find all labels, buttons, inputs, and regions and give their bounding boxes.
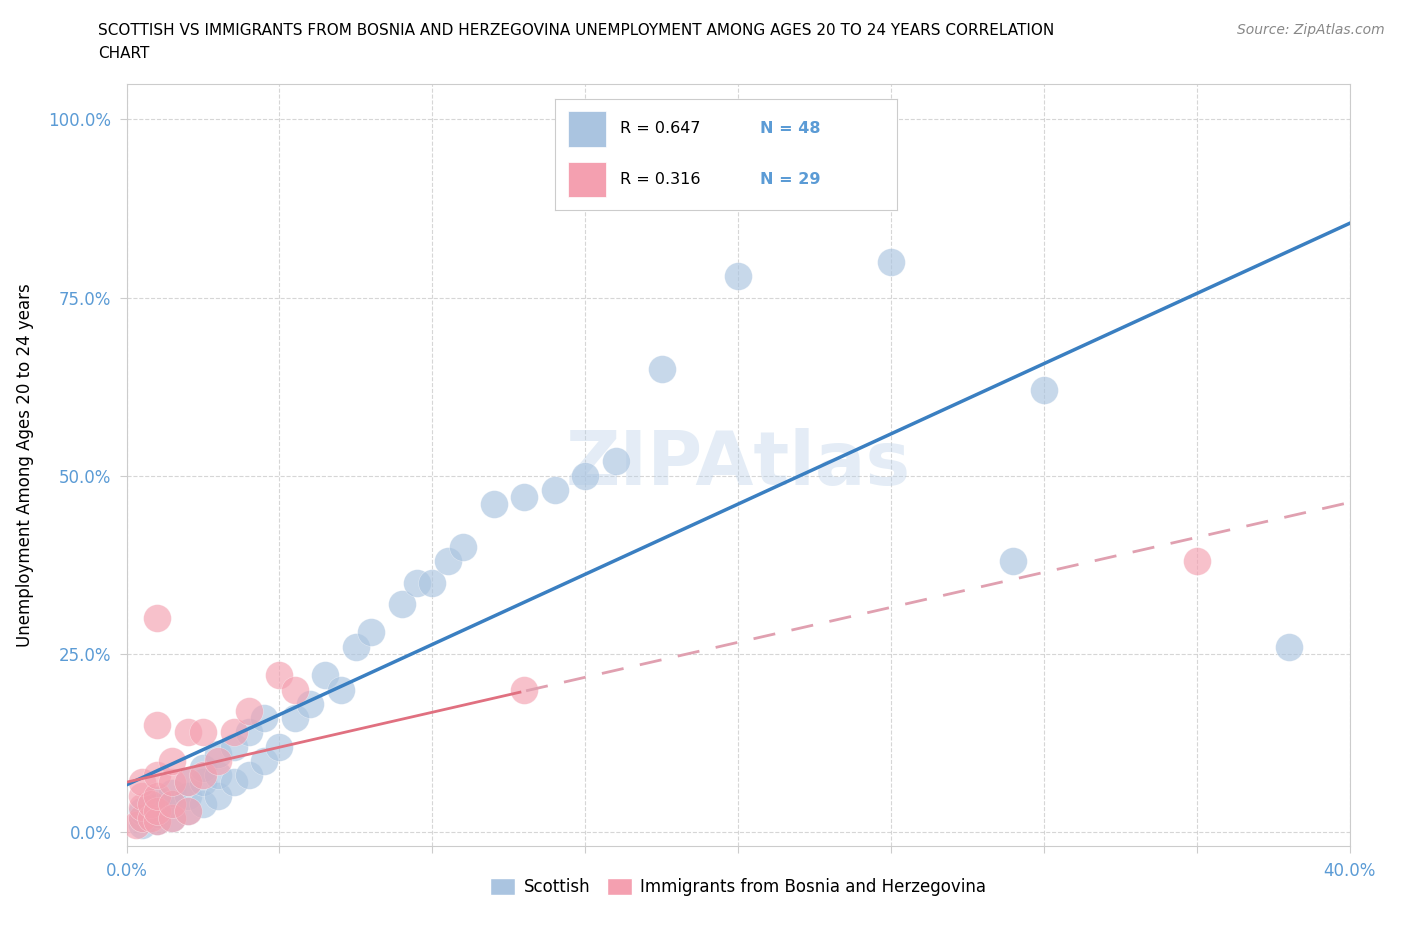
Point bbox=[131, 810, 153, 825]
Point bbox=[177, 789, 200, 804]
Point bbox=[238, 703, 260, 718]
Point bbox=[191, 767, 214, 782]
Point bbox=[177, 775, 200, 790]
Point bbox=[207, 753, 229, 768]
Point bbox=[191, 761, 214, 776]
Point bbox=[131, 810, 153, 825]
Point bbox=[131, 789, 153, 804]
Point bbox=[284, 711, 307, 725]
Point bbox=[146, 814, 169, 829]
Point bbox=[146, 814, 169, 829]
Text: ZIPAtlas: ZIPAtlas bbox=[565, 429, 911, 501]
Point bbox=[513, 682, 536, 697]
Point bbox=[162, 786, 184, 801]
Point bbox=[543, 483, 565, 498]
Point bbox=[146, 807, 169, 822]
Point bbox=[880, 255, 903, 270]
Point bbox=[162, 810, 184, 825]
Point bbox=[222, 724, 245, 739]
Point bbox=[177, 775, 200, 790]
Point bbox=[131, 804, 153, 818]
Point bbox=[269, 739, 291, 754]
Point bbox=[207, 789, 229, 804]
Point bbox=[222, 775, 245, 790]
Y-axis label: Unemployment Among Ages 20 to 24 years: Unemployment Among Ages 20 to 24 years bbox=[17, 283, 34, 647]
Point bbox=[207, 767, 229, 782]
Point bbox=[146, 767, 169, 782]
Point bbox=[1277, 639, 1299, 654]
Point bbox=[436, 553, 458, 568]
Point bbox=[146, 800, 169, 815]
Point bbox=[162, 796, 184, 811]
Point bbox=[299, 697, 322, 711]
Point bbox=[1032, 383, 1054, 398]
Point bbox=[651, 362, 673, 377]
Point bbox=[314, 668, 336, 683]
Point bbox=[513, 489, 536, 504]
Point bbox=[191, 724, 214, 739]
Point bbox=[146, 789, 169, 804]
Point bbox=[253, 711, 276, 725]
Point bbox=[162, 796, 184, 811]
Text: Source: ZipAtlas.com: Source: ZipAtlas.com bbox=[1237, 23, 1385, 37]
Point bbox=[125, 817, 148, 832]
Point bbox=[139, 810, 162, 825]
Point bbox=[131, 817, 153, 832]
Point bbox=[162, 810, 184, 825]
Point bbox=[727, 269, 749, 284]
Text: CHART: CHART bbox=[98, 46, 150, 60]
Point bbox=[391, 596, 413, 611]
Point bbox=[146, 792, 169, 807]
Point bbox=[207, 746, 229, 761]
Point bbox=[131, 800, 153, 815]
Point bbox=[605, 454, 627, 469]
Legend: Scottish, Immigrants from Bosnia and Herzegovina: Scottish, Immigrants from Bosnia and Her… bbox=[484, 871, 993, 903]
Point bbox=[177, 804, 200, 818]
Point bbox=[238, 767, 260, 782]
Point bbox=[131, 775, 153, 790]
Point bbox=[139, 796, 162, 811]
Point bbox=[284, 682, 307, 697]
Point bbox=[162, 775, 184, 790]
Point bbox=[574, 468, 596, 483]
Point bbox=[329, 682, 352, 697]
Point bbox=[422, 575, 444, 590]
Point bbox=[253, 753, 276, 768]
Point bbox=[238, 724, 260, 739]
Point bbox=[360, 625, 382, 640]
Point bbox=[191, 775, 214, 790]
Point bbox=[146, 718, 169, 733]
Point bbox=[269, 668, 291, 683]
Point bbox=[177, 724, 200, 739]
Text: SCOTTISH VS IMMIGRANTS FROM BOSNIA AND HERZEGOVINA UNEMPLOYMENT AMONG AGES 20 TO: SCOTTISH VS IMMIGRANTS FROM BOSNIA AND H… bbox=[98, 23, 1054, 38]
Point bbox=[344, 639, 367, 654]
Point bbox=[177, 804, 200, 818]
Point bbox=[482, 497, 505, 512]
Point bbox=[146, 611, 169, 626]
Point bbox=[146, 804, 169, 818]
Point bbox=[162, 753, 184, 768]
Point bbox=[1185, 553, 1208, 568]
Point bbox=[451, 539, 474, 554]
Point bbox=[222, 739, 245, 754]
Point bbox=[191, 796, 214, 811]
Point bbox=[406, 575, 429, 590]
Point bbox=[1002, 553, 1025, 568]
